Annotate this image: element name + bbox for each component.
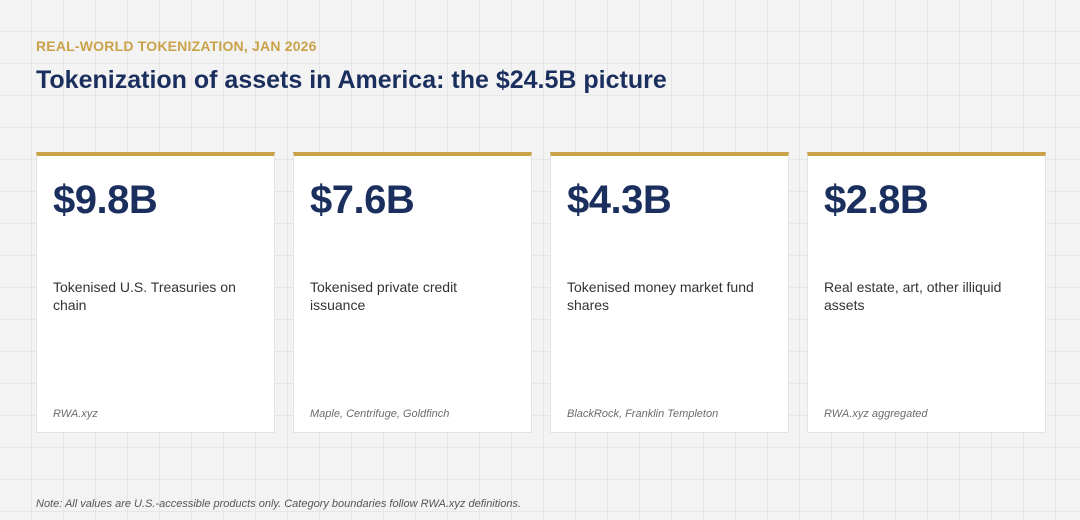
stat-source: BlackRock, Franklin Templeton xyxy=(567,408,719,420)
footnote: Note: All values are U.S.-accessible pro… xyxy=(36,498,522,510)
stat-card-money-market: $4.3B Tokenised money market fund shares… xyxy=(550,152,789,433)
stat-card-private-credit: $7.6B Tokenised private credit issuance … xyxy=(293,152,532,433)
stat-card-treasuries: $9.8B Tokenised U.S. Treasuries on chain… xyxy=(36,152,275,433)
stat-description: Tokenised money market fund shares xyxy=(567,279,754,313)
eyebrow-label: REAL-WORLD TOKENIZATION, JAN 2026 xyxy=(36,38,317,54)
stat-source: Maple, Centrifuge, Goldfinch xyxy=(310,408,450,420)
stat-cards: $9.8B Tokenised U.S. Treasuries on chain… xyxy=(36,152,1046,433)
stat-description: Tokenised U.S. Treasuries on chain xyxy=(53,279,236,313)
stat-value: $4.3B xyxy=(567,178,672,222)
stat-card-illiquid-assets: $2.8B Real estate, art, other illiquid a… xyxy=(807,152,1046,433)
stat-value: $2.8B xyxy=(824,178,929,222)
stat-value: $7.6B xyxy=(310,178,415,222)
stat-source: RWA.xyz aggregated xyxy=(824,408,928,420)
stat-source: RWA.xyz xyxy=(53,408,98,420)
stat-description: Real estate, art, other illiquid assets xyxy=(824,279,1002,313)
stat-description: Tokenised private credit issuance xyxy=(310,279,458,313)
stat-value: $9.8B xyxy=(53,178,158,222)
page-title: Tokenization of assets in America: the $… xyxy=(36,66,667,94)
